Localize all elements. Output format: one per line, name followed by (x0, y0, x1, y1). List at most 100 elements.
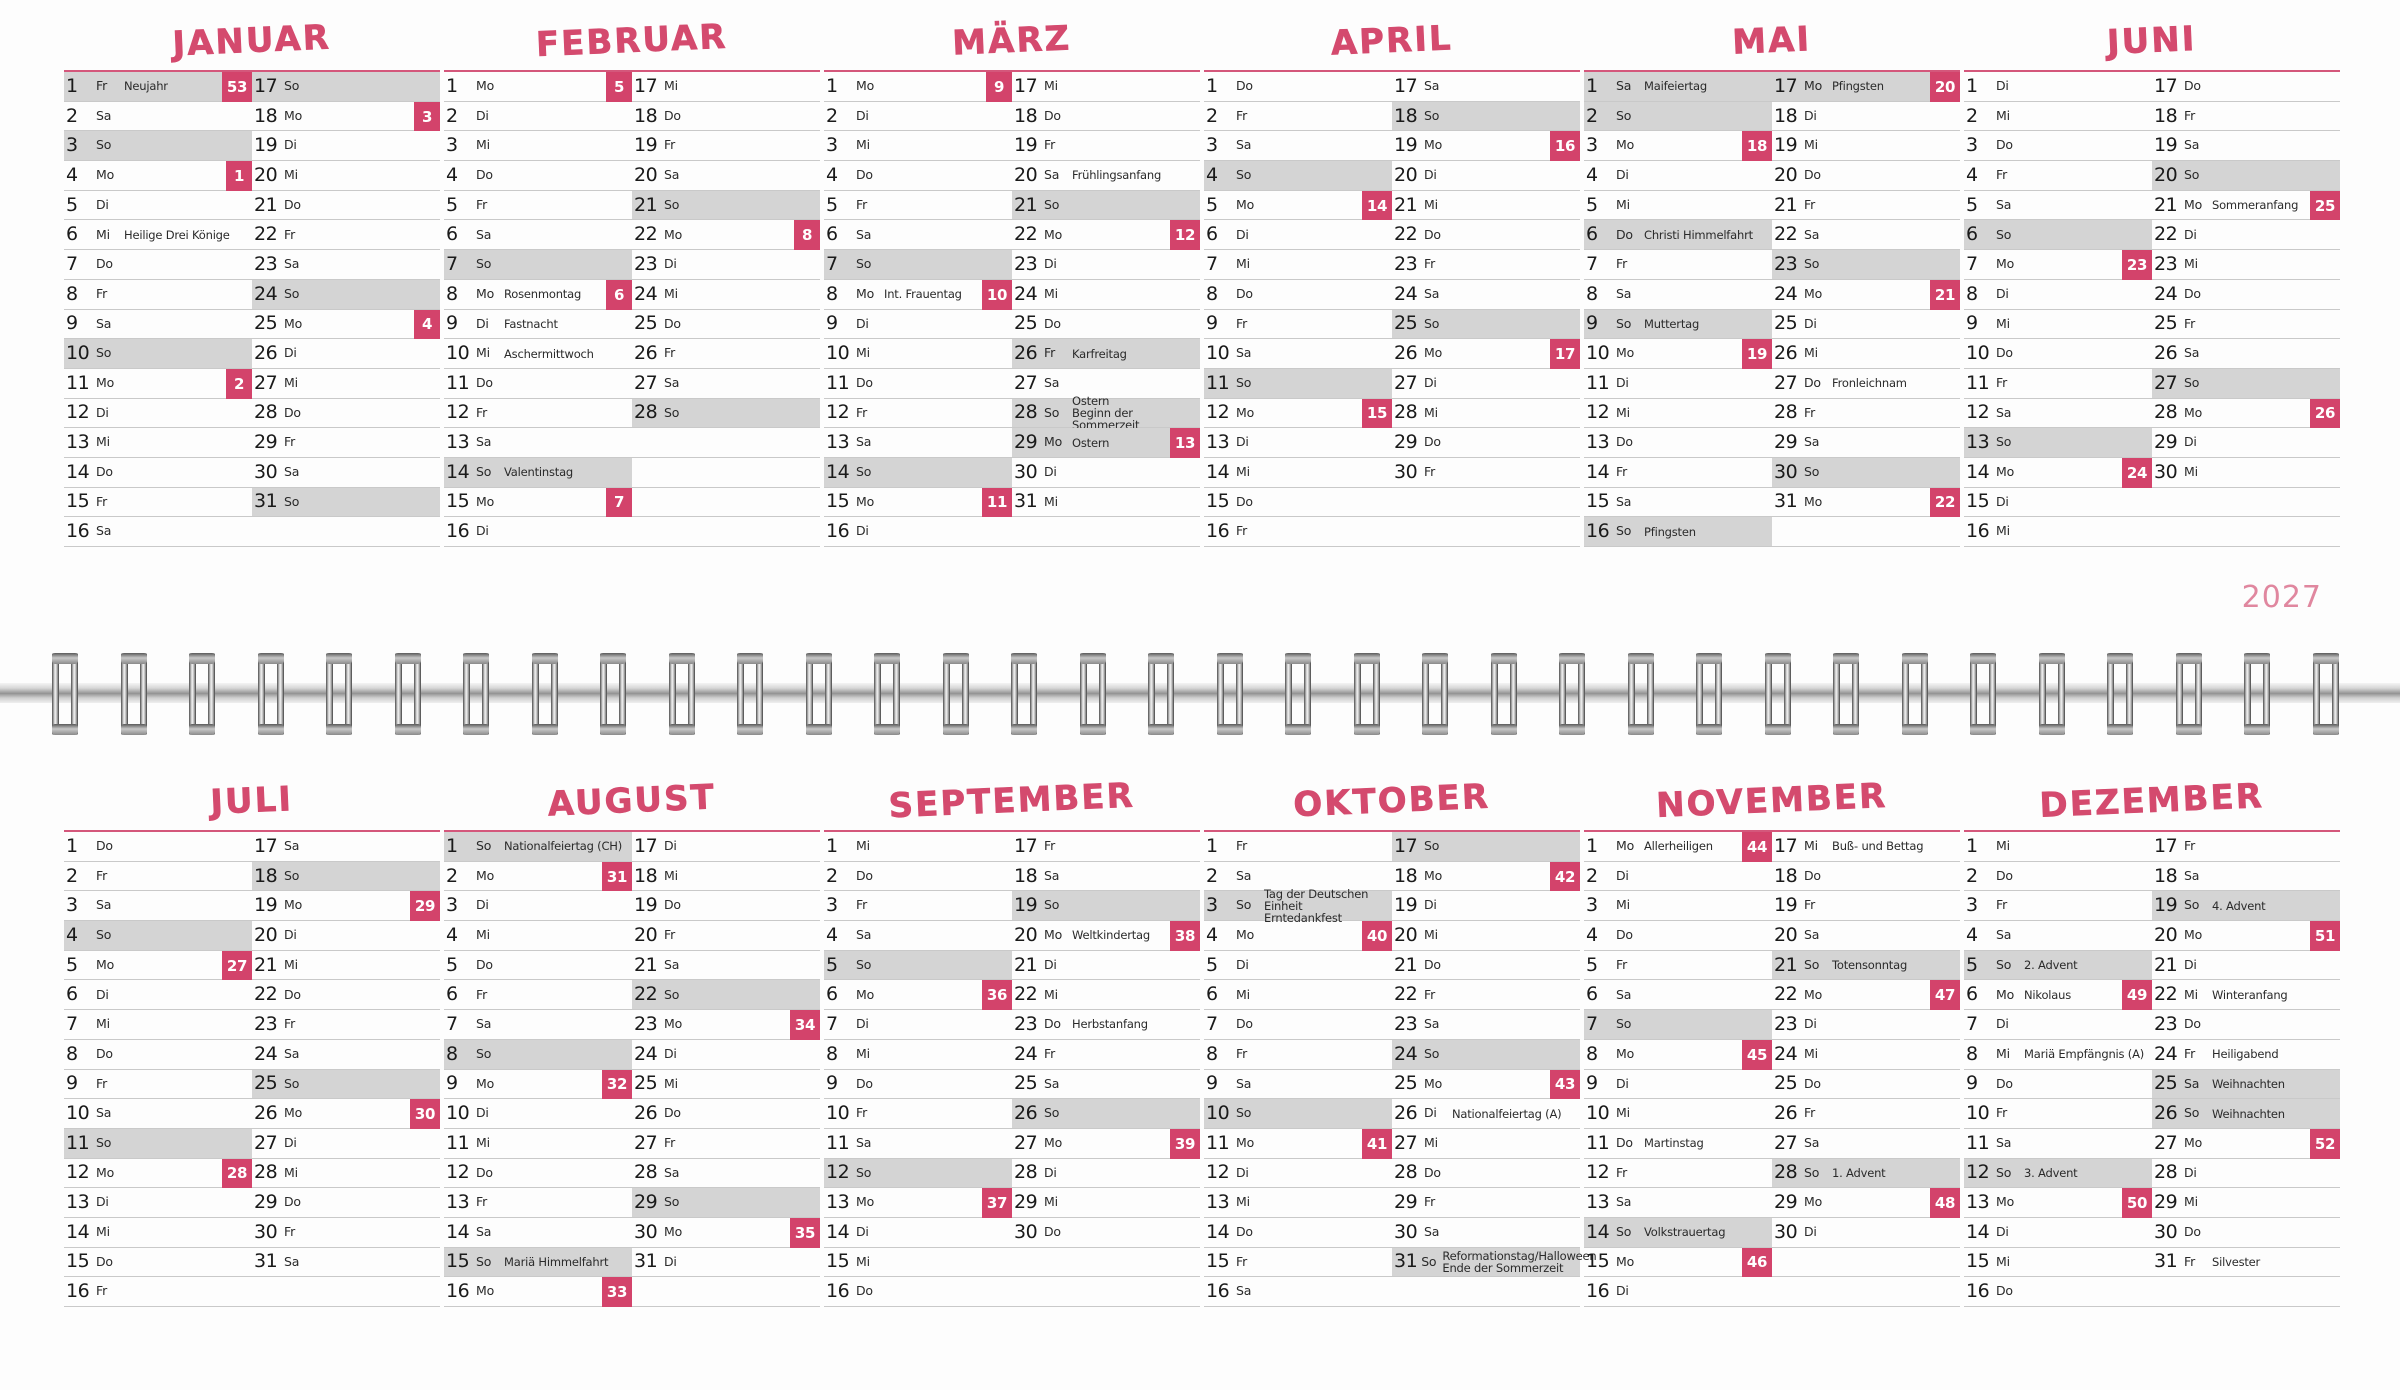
day-row[interactable]: 21 So Totensonntag (1772, 950, 1960, 981)
day-row[interactable]: 18 Do (632, 102, 820, 132)
day-row[interactable]: 28 Mi (252, 1159, 440, 1189)
day-row[interactable]: 1 Mi (824, 832, 1012, 862)
day-row[interactable]: 14 Di (1964, 1218, 2152, 1248)
day-row[interactable]: 6 Mi Heilige Drei Könige (64, 220, 252, 251)
day-row[interactable]: 17 So (252, 72, 440, 102)
day-row[interactable]: 13 Do (1584, 428, 1772, 458)
day-row[interactable]: 16 Mi (1964, 517, 2152, 547)
day-row[interactable]: 28 Fr (1772, 399, 1960, 429)
day-row[interactable]: 17 Mi (632, 72, 820, 102)
day-row[interactable]: 17 Do (2152, 72, 2340, 102)
day-row[interactable]: 14 Sa (444, 1218, 632, 1248)
day-row[interactable]: 22 Do (1392, 220, 1580, 251)
day-row[interactable]: 19 Sa (2152, 131, 2340, 162)
day-row[interactable]: 25 So (252, 1069, 440, 1100)
day-row-empty[interactable] (632, 517, 820, 547)
day-row[interactable]: 23 Di (1772, 1010, 1960, 1040)
day-row[interactable]: 25 Do (1012, 310, 1200, 340)
day-row[interactable]: 5 Fr (444, 191, 632, 221)
day-row-empty[interactable] (1012, 1248, 1200, 1278)
day-row[interactable]: 6 Di (1204, 220, 1392, 251)
day-row[interactable]: 1 Fr (1204, 832, 1392, 862)
day-row[interactable]: 31 So (252, 487, 440, 518)
day-row[interactable]: 29 Do (252, 1188, 440, 1218)
day-row[interactable]: 5 Mo 27 (64, 950, 252, 981)
day-row[interactable]: 24 Sa (1392, 280, 1580, 310)
day-row[interactable]: 2 Sa (1204, 862, 1392, 892)
day-row[interactable]: 27 Mi (1392, 1129, 1580, 1159)
day-row[interactable]: 19 Fr (632, 131, 820, 162)
day-row[interactable]: 31 Sa (252, 1248, 440, 1278)
day-row[interactable]: 7 Do (1204, 1010, 1392, 1040)
day-row[interactable]: 15 Sa (1584, 488, 1772, 518)
day-row[interactable]: 20 Mi (252, 161, 440, 191)
day-row[interactable]: 9 Sa (1204, 1070, 1392, 1100)
day-row[interactable]: 18 Mo 42 (1392, 861, 1580, 892)
day-row[interactable]: 1 Sa Maifeiertag (1584, 72, 1772, 102)
day-row-empty[interactable] (1772, 1248, 1960, 1278)
day-row[interactable]: 20 Sa Frühlingsanfang (1012, 161, 1200, 191)
day-row[interactable]: 21 So (1012, 190, 1200, 221)
day-row[interactable]: 16 Di (1584, 1277, 1772, 1307)
day-row[interactable]: 12 Fr (824, 399, 1012, 429)
day-row[interactable]: 3 Mi (444, 131, 632, 162)
day-row[interactable]: 5 Mi (1584, 191, 1772, 221)
day-row[interactable]: 20 Sa (632, 161, 820, 191)
day-row-empty[interactable] (632, 1277, 820, 1307)
day-row[interactable]: 3 Sa (1204, 131, 1392, 162)
day-row[interactable]: 11 Sa (824, 1129, 1012, 1159)
day-row[interactable]: 27 So (2152, 368, 2340, 399)
day-row[interactable]: 15 Mo 11 (824, 487, 1012, 518)
day-row[interactable]: 2 Di (1584, 862, 1772, 892)
day-row[interactable]: 3 Sa (64, 891, 252, 922)
day-row[interactable]: 23 So (1772, 250, 1960, 280)
day-row[interactable]: 13 Mi (1204, 1188, 1392, 1218)
day-row[interactable]: 18 Do (1012, 102, 1200, 132)
day-row[interactable]: 25 Di (1772, 310, 1960, 340)
day-row[interactable]: 21 Di (1012, 951, 1200, 981)
day-row[interactable]: 3 Do (1964, 131, 2152, 162)
day-row[interactable]: 23 Di (632, 250, 820, 280)
day-row[interactable]: 8 Do (64, 1040, 252, 1070)
day-row[interactable]: 13 Mo 50 (1964, 1188, 2152, 1218)
day-row[interactable]: 13 Di (1204, 428, 1392, 458)
day-row[interactable]: 16 Fr (64, 1277, 252, 1307)
day-row[interactable]: 16 Di (444, 517, 632, 547)
day-row[interactable]: 3 Fr (824, 891, 1012, 922)
day-row-empty[interactable] (1772, 1277, 1960, 1307)
day-row[interactable]: 24 So (1392, 1039, 1580, 1070)
day-row[interactable]: 28 So (632, 398, 820, 429)
day-row[interactable]: 10 Mi Aschermittwoch (444, 339, 632, 369)
day-row[interactable]: 1 Do (64, 832, 252, 862)
day-row[interactable]: 23 Do Herbstanfang (1012, 1010, 1200, 1040)
day-row[interactable]: 15 Mo 46 (1584, 1247, 1772, 1278)
day-row[interactable]: 24 Do (2152, 280, 2340, 310)
day-row[interactable]: 9 Fr (64, 1070, 252, 1100)
day-row[interactable]: 26 Fr (1772, 1099, 1960, 1129)
day-row-empty[interactable] (1392, 488, 1580, 518)
day-row[interactable]: 6 Sa (824, 220, 1012, 251)
day-row[interactable]: 7 So (444, 250, 632, 280)
day-row[interactable]: 30 Di (1012, 458, 1200, 488)
day-row[interactable]: 9 Fr (1204, 310, 1392, 340)
day-row[interactable]: 10 Sa (1204, 339, 1392, 369)
day-row[interactable]: 1 Di (1964, 72, 2152, 102)
day-row[interactable]: 20 Mi (1392, 921, 1580, 951)
day-row[interactable]: 21 Sa (632, 951, 820, 981)
day-row-empty[interactable] (252, 1277, 440, 1307)
day-row[interactable]: 21 Mi (1392, 191, 1580, 221)
day-row-empty[interactable] (1012, 1277, 1200, 1307)
day-row[interactable]: 25 Sa Weihnachten (2152, 1069, 2340, 1100)
day-row[interactable]: 1 Mi (1964, 832, 2152, 862)
day-row[interactable]: 2 Di (824, 102, 1012, 132)
day-row[interactable]: 19 Di (1392, 891, 1580, 922)
day-row[interactable]: 24 Mi (1012, 280, 1200, 310)
day-row[interactable]: 6 Do Christi Himmelfahrt (1584, 220, 1772, 251)
day-row[interactable]: 27 Sa (1772, 1129, 1960, 1159)
day-row[interactable]: 24 Mi (632, 280, 820, 310)
day-row[interactable]: 4 Mo 40 (1204, 921, 1392, 951)
day-row[interactable]: 19 Mo 29 (252, 891, 440, 922)
day-row[interactable]: 7 Di (824, 1010, 1012, 1040)
day-row[interactable]: 22 So (632, 980, 820, 1011)
day-row[interactable]: 24 So (252, 279, 440, 310)
